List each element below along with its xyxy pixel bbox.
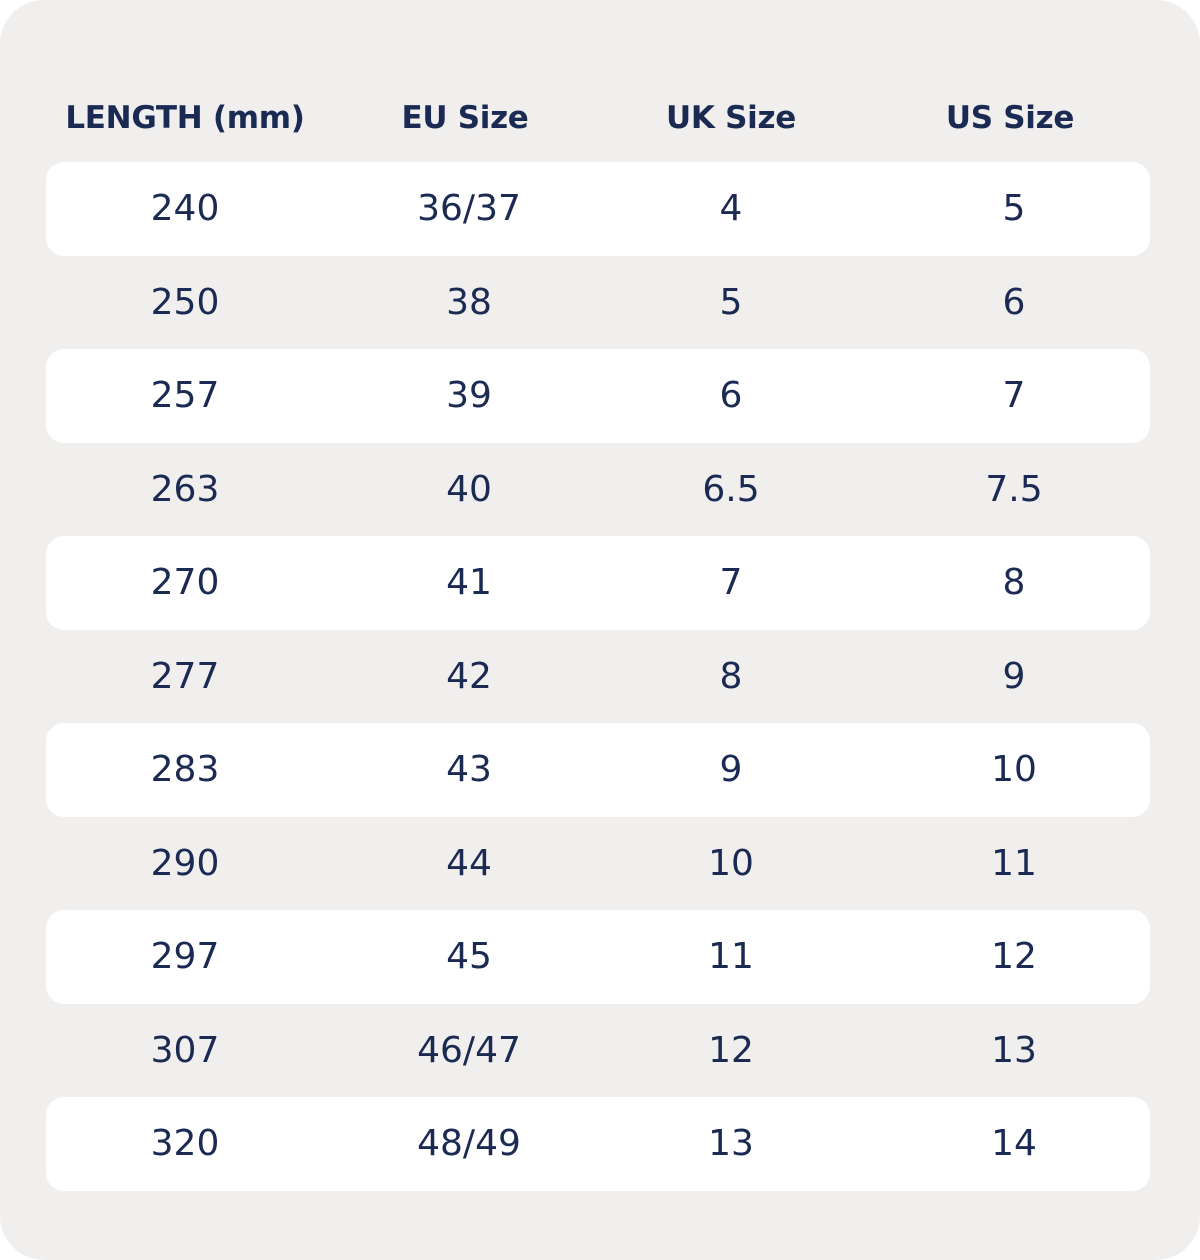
table-row: 320 48/49 13 14 bbox=[46, 1097, 1150, 1191]
cell-length: 240 bbox=[150, 188, 220, 229]
cell-eu-size: 43 bbox=[446, 749, 492, 790]
cell-length: 307 bbox=[150, 1029, 220, 1071]
cell-us-size: 7.5 bbox=[985, 468, 1043, 510]
cell-us-size: 11 bbox=[991, 842, 1037, 884]
table-row: 277 42 8 9 bbox=[46, 630, 1150, 724]
cell-eu-size: 42 bbox=[446, 655, 492, 697]
cell-uk-size: 6.5 bbox=[702, 468, 760, 510]
table-header: LENGTH (mm) EU Size UK Size US Size bbox=[0, 92, 1200, 144]
cell-us-size: 6 bbox=[1002, 281, 1026, 323]
cell-eu-size: 40 bbox=[446, 468, 492, 510]
cell-eu-size: 48/49 bbox=[417, 1123, 521, 1164]
cell-us-size: 7 bbox=[1002, 375, 1026, 416]
cell-uk-size: 5 bbox=[719, 281, 743, 323]
cell-length: 297 bbox=[150, 936, 220, 977]
cell-uk-size: 10 bbox=[708, 842, 754, 884]
cell-length: 257 bbox=[150, 375, 220, 416]
cell-length: 277 bbox=[150, 655, 220, 697]
cell-length: 263 bbox=[150, 468, 220, 510]
cell-us-size: 13 bbox=[991, 1029, 1037, 1071]
cell-eu-size: 36/37 bbox=[417, 188, 521, 229]
cell-us-size: 12 bbox=[991, 936, 1037, 977]
table-row: 307 46/47 12 13 bbox=[46, 1004, 1150, 1098]
cell-uk-size: 8 bbox=[719, 655, 743, 697]
header-us-size: US Size bbox=[945, 100, 1075, 136]
table-row: 297 45 11 12 bbox=[46, 910, 1150, 1004]
cell-eu-size: 39 bbox=[446, 375, 492, 416]
table-row: 283 43 9 10 bbox=[46, 723, 1150, 817]
table-row: 240 36/37 4 5 bbox=[46, 162, 1150, 256]
cell-eu-size: 44 bbox=[446, 842, 492, 884]
cell-uk-size: 4 bbox=[719, 188, 743, 229]
cell-us-size: 14 bbox=[991, 1123, 1037, 1164]
table-row: 257 39 6 7 bbox=[46, 349, 1150, 443]
table-body: 240 36/37 4 5 250 38 5 6 257 39 6 7 263 … bbox=[46, 162, 1150, 1191]
table-row: 290 44 10 11 bbox=[46, 817, 1150, 911]
cell-eu-size: 38 bbox=[446, 281, 492, 323]
cell-length: 250 bbox=[150, 281, 220, 323]
cell-uk-size: 9 bbox=[719, 749, 743, 790]
cell-uk-size: 11 bbox=[708, 936, 754, 977]
cell-length: 283 bbox=[150, 749, 220, 790]
table-row: 270 41 7 8 bbox=[46, 536, 1150, 630]
cell-length: 290 bbox=[150, 842, 220, 884]
cell-length: 320 bbox=[150, 1123, 220, 1164]
header-eu-size: EU Size bbox=[401, 100, 529, 136]
cell-uk-size: 7 bbox=[719, 562, 743, 603]
cell-uk-size: 12 bbox=[708, 1029, 754, 1071]
cell-eu-size: 45 bbox=[446, 936, 492, 977]
cell-uk-size: 13 bbox=[708, 1123, 754, 1164]
cell-us-size: 10 bbox=[991, 749, 1037, 790]
cell-us-size: 9 bbox=[1002, 655, 1026, 697]
cell-us-size: 5 bbox=[1002, 188, 1026, 229]
cell-eu-size: 41 bbox=[446, 562, 492, 603]
cell-length: 270 bbox=[150, 562, 220, 603]
cell-eu-size: 46/47 bbox=[417, 1029, 521, 1071]
header-uk-size: UK Size bbox=[666, 100, 796, 136]
table-row: 263 40 6.5 7.5 bbox=[46, 443, 1150, 537]
cell-uk-size: 6 bbox=[719, 375, 743, 416]
header-length: LENGTH (mm) bbox=[65, 100, 305, 136]
cell-us-size: 8 bbox=[1002, 562, 1026, 603]
table-row: 250 38 5 6 bbox=[46, 256, 1150, 350]
